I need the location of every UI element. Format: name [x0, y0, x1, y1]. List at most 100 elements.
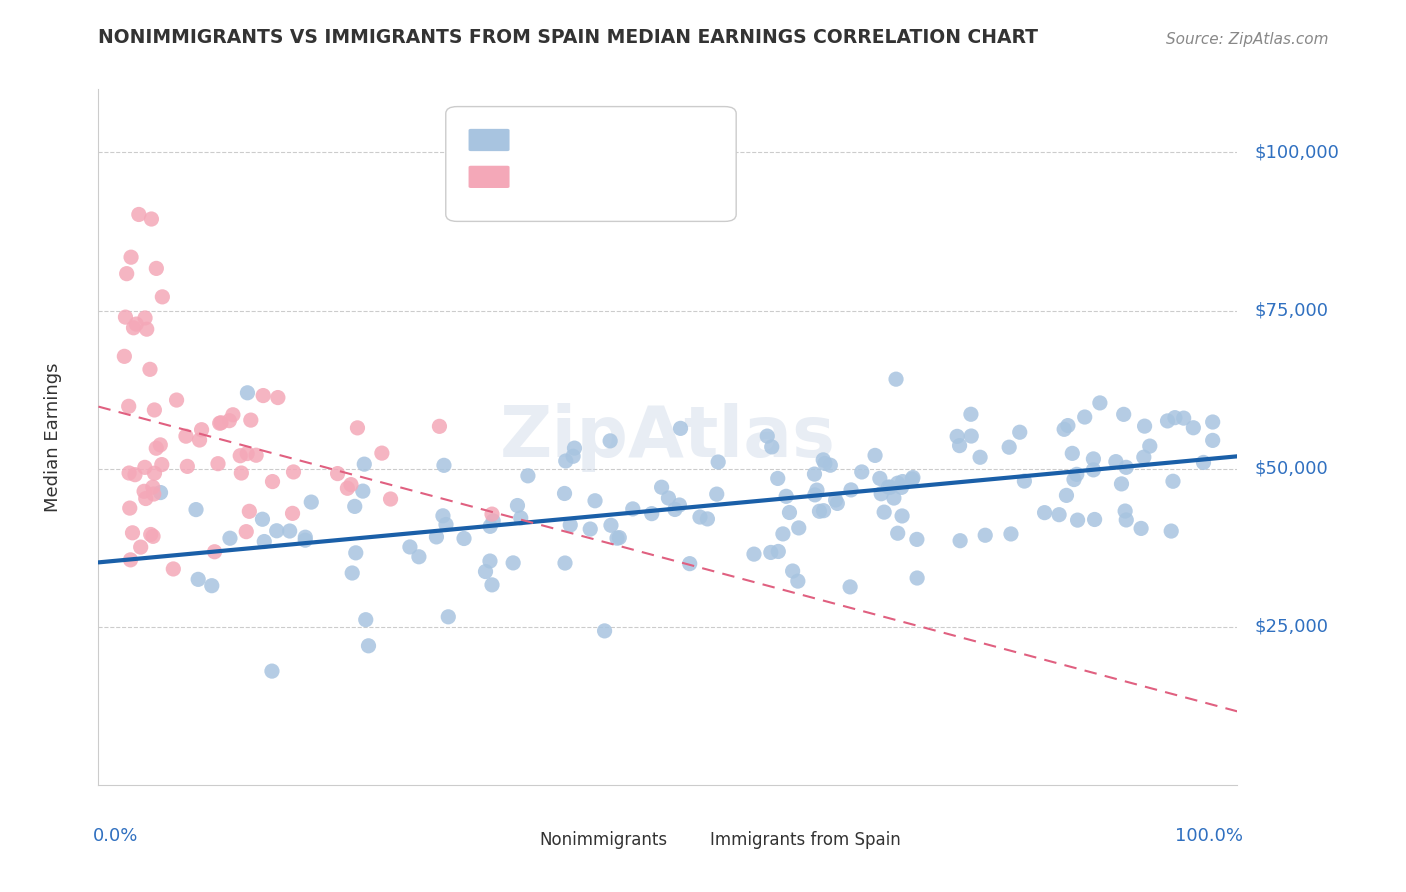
Point	[150, 290, 173, 304]
Point	[886, 476, 908, 491]
Text: R =  0.466: R = 0.466	[516, 129, 626, 147]
Point	[218, 414, 240, 428]
Point	[145, 261, 167, 276]
Point	[1062, 446, 1084, 460]
Point	[433, 458, 456, 473]
Point	[1063, 473, 1085, 487]
Point	[863, 449, 886, 463]
Point	[229, 449, 252, 463]
Point	[974, 528, 997, 542]
Point	[1054, 488, 1077, 502]
Point	[772, 527, 794, 541]
Point	[132, 484, 155, 499]
Point	[429, 419, 451, 434]
Point	[135, 322, 157, 336]
Point	[162, 562, 184, 576]
Point	[949, 533, 972, 548]
Point	[1161, 475, 1184, 489]
Point	[149, 485, 172, 500]
Point	[139, 362, 162, 376]
Point	[114, 310, 136, 325]
Point	[901, 472, 924, 486]
FancyBboxPatch shape	[501, 834, 534, 850]
Text: N = 149: N = 149	[634, 129, 710, 147]
Point	[278, 524, 301, 538]
Point	[1160, 524, 1182, 538]
Point	[222, 408, 245, 422]
Point	[851, 465, 873, 479]
Point	[115, 267, 138, 281]
Point	[343, 500, 366, 514]
Point	[786, 574, 808, 588]
Point	[482, 514, 505, 528]
Point	[808, 504, 831, 518]
Point	[143, 403, 166, 417]
Point	[1115, 513, 1137, 527]
Point	[1047, 508, 1070, 522]
Point	[886, 526, 908, 541]
Point	[883, 491, 905, 505]
Point	[877, 480, 900, 494]
Point	[209, 416, 232, 430]
Point	[668, 498, 690, 512]
Point	[266, 524, 288, 538]
Point	[190, 423, 212, 437]
Point	[960, 429, 983, 443]
Point	[281, 507, 304, 521]
Point	[813, 504, 835, 518]
Point	[564, 441, 586, 455]
Point	[143, 467, 166, 481]
Point	[1156, 414, 1178, 428]
Point	[1192, 455, 1215, 469]
Point	[1173, 411, 1195, 425]
Point	[870, 487, 893, 501]
Point	[267, 391, 290, 405]
Point	[128, 207, 150, 221]
Point	[124, 467, 146, 482]
Point	[879, 480, 901, 494]
Point	[371, 446, 394, 460]
Point	[174, 429, 197, 443]
Point	[120, 250, 142, 264]
Point	[184, 502, 207, 516]
Point	[479, 519, 502, 533]
Point	[502, 556, 524, 570]
Point	[326, 467, 349, 481]
Point	[827, 496, 849, 510]
Text: $100,000: $100,000	[1254, 144, 1340, 161]
Point	[554, 454, 576, 468]
Point	[787, 521, 810, 535]
Point	[129, 540, 152, 554]
Point	[239, 413, 262, 427]
Point	[434, 517, 457, 532]
Point	[294, 530, 316, 544]
Point	[1053, 422, 1076, 436]
Point	[1202, 415, 1225, 429]
Point	[651, 480, 673, 494]
Text: ZipAtlas: ZipAtlas	[501, 402, 835, 472]
Point	[706, 487, 728, 501]
Point	[201, 579, 224, 593]
Point	[235, 524, 257, 539]
Point	[782, 564, 804, 578]
Point	[425, 530, 447, 544]
Point	[262, 475, 284, 489]
Point	[905, 571, 928, 585]
Point	[1130, 521, 1153, 535]
Point	[354, 613, 377, 627]
Point	[118, 501, 141, 516]
Text: Nonimmigrants: Nonimmigrants	[538, 831, 668, 849]
Point	[884, 372, 907, 386]
Text: $25,000: $25,000	[1254, 618, 1329, 636]
Point	[1033, 506, 1056, 520]
Point	[516, 468, 538, 483]
Point	[166, 392, 188, 407]
Text: 0.0%: 0.0%	[93, 827, 138, 845]
Point	[803, 467, 825, 481]
FancyBboxPatch shape	[446, 107, 737, 221]
Point	[344, 546, 367, 560]
Point	[593, 624, 616, 638]
Point	[946, 429, 969, 443]
Point	[352, 484, 374, 499]
Point	[260, 664, 283, 678]
